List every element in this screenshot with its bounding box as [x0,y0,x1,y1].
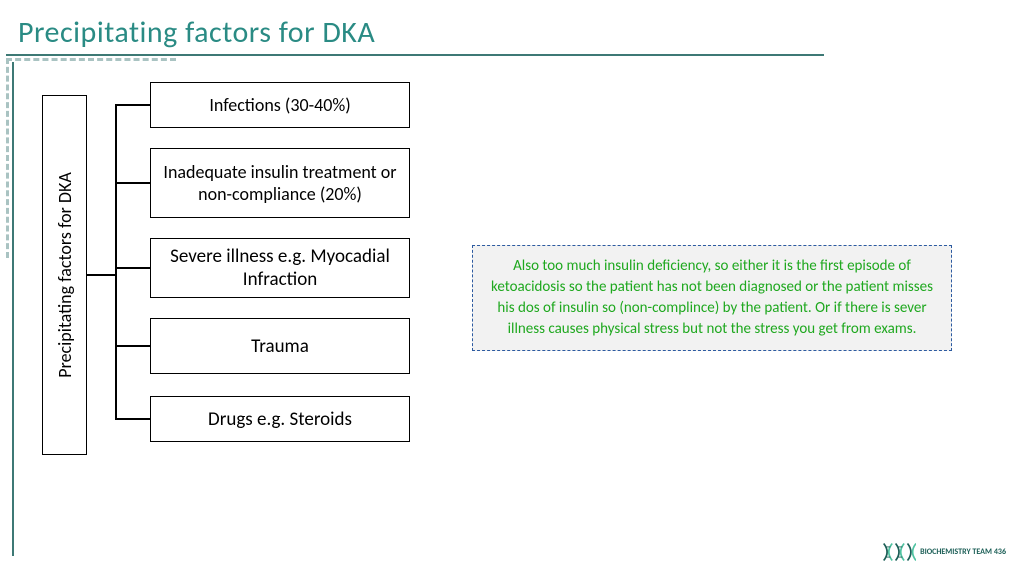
decorative-solid-left [12,62,14,556]
factor-label: Severe illness e.g. Myocadial Infraction [161,245,399,291]
factor-node-1: Inadequate insulin treatment or non-comp… [150,148,410,218]
factor-node-4: Drugs e.g. Steroids [150,396,410,442]
factor-node-3: Trauma [150,318,410,374]
factor-node-0: Infections (30-40%) [150,82,410,128]
decorative-dash-left [6,58,9,258]
dna-icon [882,540,916,564]
connector-branch-1 [115,182,150,184]
connector-spine [115,104,117,418]
decorative-dash-top [6,58,176,61]
factor-label: Trauma [251,335,309,358]
slide-title: Precipitating factors for DKA [18,14,375,51]
logo-text: BIOCHEMISTRY TEAM 436 [920,548,1006,556]
root-label: Precipitating factors for DKA [54,172,76,378]
factor-node-2: Severe illness e.g. Myocadial Infraction [150,238,410,298]
title-underline [6,54,824,56]
factor-label: Inadequate insulin treatment or non-comp… [161,161,399,205]
root-node: Precipitating factors for DKA [42,95,87,455]
note-text: Also too much insulin deficiency, so eit… [491,257,933,338]
connector-root [87,274,115,276]
connector-branch-2 [115,267,150,269]
connector-branch-3 [115,345,150,347]
annotation-note: Also too much insulin deficiency, so eit… [472,245,952,351]
connector-branch-0 [115,104,150,106]
factor-label: Infections (30-40%) [209,94,350,116]
connector-branch-4 [115,418,150,420]
factor-label: Drugs e.g. Steroids [208,408,352,431]
footer-logo: BIOCHEMISTRY TEAM 436 [882,540,1006,564]
